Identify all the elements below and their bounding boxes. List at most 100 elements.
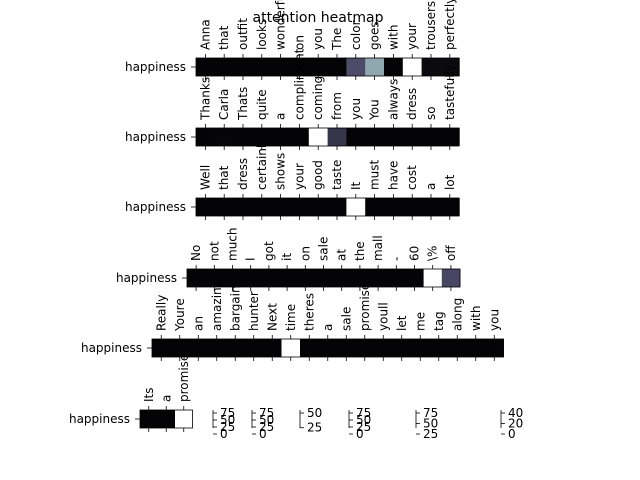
token-label: got: [262, 241, 276, 261]
token-label: your: [405, 23, 419, 50]
heatmap-cell: [271, 198, 291, 216]
heatmap-cell: [314, 269, 333, 287]
colorbar-tick-label: 25: [423, 427, 438, 441]
token-label: much: [226, 228, 240, 262]
token-label: promise: [177, 354, 191, 402]
heatmap-cell: [441, 269, 461, 287]
colorbar-tick-label: 40: [508, 406, 523, 420]
token-label: from: [330, 92, 344, 120]
heatmap-cell: [405, 269, 424, 287]
token-label: \%: [426, 246, 440, 261]
heatmap-cell: [196, 128, 216, 146]
colorbar-tick-label: 20: [508, 417, 523, 431]
heatmap-cell: [233, 128, 253, 146]
heatmap-cell: [308, 198, 328, 216]
colorbar-tick-label: 25: [259, 420, 274, 434]
token-label: along: [450, 298, 464, 331]
heatmap-row-frame: [195, 57, 460, 77]
token-label: certainly: [255, 138, 269, 190]
heatmap-cell: [271, 58, 291, 76]
heatmap-cell: [252, 198, 272, 216]
heatmap-cell: [290, 58, 310, 76]
heatmap-cell: [346, 198, 366, 216]
heatmap-cell: [252, 128, 272, 146]
colorbar-tick-label: 75: [423, 406, 438, 420]
token-label: on: [292, 35, 306, 50]
token-label: mall: [371, 235, 385, 261]
token-label: color: [349, 20, 363, 50]
heatmap-cell: [214, 58, 234, 76]
heatmap-cell: [170, 339, 190, 357]
heatmap-cell: [214, 198, 234, 216]
token-label: that: [217, 165, 231, 190]
token-label: Youre: [173, 298, 187, 332]
token-label: Anna: [198, 19, 212, 50]
heatmap-cell: [429, 339, 449, 357]
heatmap-cell: [387, 269, 406, 287]
token-label: You: [368, 99, 382, 121]
token-label: quite: [255, 89, 269, 120]
heatmap-cell: [421, 58, 441, 76]
token-label: Thats: [236, 87, 250, 121]
token-label: good: [311, 160, 325, 190]
token-label: coming: [311, 76, 325, 120]
token-label: youll: [376, 302, 390, 331]
token-label: not: [207, 241, 221, 261]
heatmap-cell: [466, 339, 486, 357]
token-label: looks: [255, 19, 269, 50]
token-label: you: [311, 28, 325, 50]
heatmap-cell: [440, 128, 460, 146]
heatmap-row: happiness Thanks Carla Thats quite a complimen…: [125, 48, 460, 150]
heatmap-cell: [263, 339, 282, 357]
token-label: you: [487, 309, 501, 331]
token-label: let: [395, 315, 409, 331]
heatmap-cell: [369, 269, 388, 287]
token-label: that: [217, 25, 231, 50]
token-label: you: [349, 98, 363, 120]
heatmap-cell: [252, 58, 272, 76]
token-label: perfectly: [443, 0, 457, 50]
heatmap-cell: [241, 269, 261, 287]
heatmap-cell: [259, 269, 279, 287]
heatmap-cell: [290, 128, 310, 146]
heatmap-cell: [346, 128, 366, 146]
heatmap-cell: [327, 198, 347, 216]
heatmap-cell: [440, 58, 460, 76]
heatmap-cell: [365, 128, 385, 146]
token-label: wonderful: [274, 0, 288, 50]
token-label: lot: [443, 174, 457, 190]
colorbar-tick-label: 0: [259, 427, 267, 441]
heatmap-cell: [411, 339, 430, 357]
token-label: your: [292, 163, 306, 190]
heatmap-cell: [365, 58, 385, 76]
colorbar-tick-label: 50: [423, 417, 438, 431]
row-label: happiness: [81, 341, 142, 355]
token-label: taste: [330, 160, 344, 190]
token-label: a: [274, 113, 288, 120]
heatmap-cell: [226, 339, 245, 357]
token-label: tastefully: [443, 64, 457, 120]
chart-title: attention heatmap: [253, 10, 384, 26]
token-label: at: [335, 249, 349, 261]
heatmap-cell: [278, 269, 297, 287]
heatmap-row-frame: [195, 127, 460, 147]
heatmap-cell: [421, 128, 441, 146]
heatmap-cell: [233, 198, 253, 216]
token-label: the: [353, 241, 367, 261]
token-label: me: [413, 312, 427, 331]
heatmap-cell: [318, 339, 338, 357]
heatmap-cell: [448, 339, 467, 357]
heatmap-cell: [384, 198, 404, 216]
token-label: it: [280, 253, 294, 261]
heatmap-cell: [384, 58, 404, 76]
heatmap-cell: [233, 58, 253, 76]
colorbar-tick-label: 25: [307, 421, 322, 435]
token-label: -: [389, 257, 403, 261]
